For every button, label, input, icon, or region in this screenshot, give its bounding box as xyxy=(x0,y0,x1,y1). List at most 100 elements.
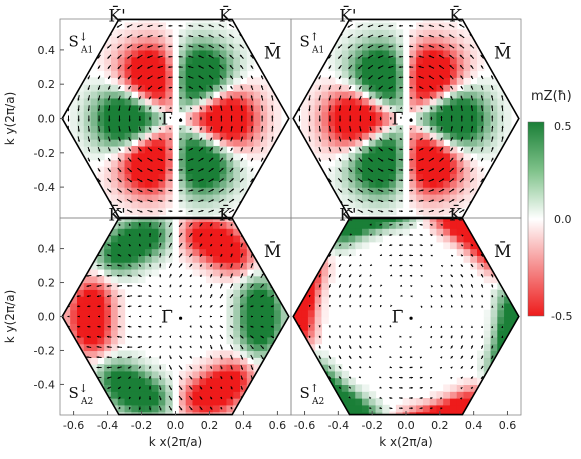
spin-arrow-head xyxy=(428,45,431,48)
heatmap-cell xyxy=(362,56,370,65)
heatmap-cell xyxy=(395,97,404,106)
spin-arrow-head xyxy=(271,157,274,160)
heatmap-cell xyxy=(138,91,146,99)
heatmap-cell xyxy=(219,84,228,92)
heatmap-cell xyxy=(212,152,221,161)
spin-arrow-head xyxy=(461,157,464,161)
heatmap-cell xyxy=(368,152,377,161)
heatmap-cell xyxy=(382,70,390,78)
heatmap-cell xyxy=(178,398,187,406)
spin-arrow-head xyxy=(180,222,183,225)
heatmap-cell xyxy=(83,97,92,106)
spin-arrow-head xyxy=(97,66,100,69)
spin-arrow-head xyxy=(169,346,172,349)
spin-arrow xyxy=(67,95,70,101)
spin-arrow-head xyxy=(260,105,264,108)
spin-arrow-head xyxy=(421,179,424,182)
heatmap-cell xyxy=(382,118,390,126)
spin-arrow-head xyxy=(370,190,374,192)
heatmap-cell xyxy=(246,296,255,304)
spin-arrow-head xyxy=(380,159,384,162)
heatmap-cell xyxy=(348,200,356,209)
spin-arrow-head xyxy=(350,210,353,213)
spin-arrow-head xyxy=(348,76,351,80)
spin-arrow xyxy=(270,198,275,204)
spin-arrow-head xyxy=(419,128,422,131)
heatmap-cell xyxy=(321,309,329,318)
spin-arrow-head xyxy=(271,168,274,171)
spin-arrow xyxy=(328,407,331,410)
heatmap-cell xyxy=(497,262,505,270)
spin-arrow-head xyxy=(450,75,453,78)
heatmap-cell xyxy=(301,330,309,338)
spin-arrow-head xyxy=(240,253,243,256)
heatmap-cell xyxy=(76,309,85,318)
heatmap-cell xyxy=(355,241,363,250)
heatmap-cell xyxy=(124,159,132,168)
spin-arrow-head xyxy=(107,386,110,389)
spin-arrow xyxy=(298,375,301,380)
spin-arrow xyxy=(239,209,245,214)
heatmap-cell xyxy=(97,111,105,120)
heatmap-cell xyxy=(429,139,438,147)
heatmap-cell xyxy=(110,384,119,392)
spin-arrow-head xyxy=(298,149,301,152)
heatmap-cell xyxy=(314,125,323,133)
heatmap-cell xyxy=(253,97,262,106)
heatmap-cell xyxy=(138,193,146,202)
spin-arrow-head xyxy=(128,97,131,100)
heatmap-cell xyxy=(178,77,187,85)
spin-arrow xyxy=(318,223,321,226)
heatmap-cell xyxy=(138,234,146,243)
spin-arrow-head xyxy=(328,386,331,389)
heatmap-cell xyxy=(240,159,248,168)
heatmap-cell xyxy=(253,384,262,392)
spin-arrow xyxy=(260,33,265,39)
spin-arrow-head xyxy=(491,198,494,202)
heatmap-cell xyxy=(510,357,519,365)
spin-arrow xyxy=(297,208,302,214)
spin-arrow-head xyxy=(220,244,222,247)
heatmap-cell xyxy=(456,152,465,161)
heatmap-cell xyxy=(233,275,241,284)
heatmap-cell xyxy=(110,56,119,65)
heatmap-cell xyxy=(233,118,241,126)
heatmap-cell xyxy=(348,111,356,120)
heatmap-cell xyxy=(422,43,431,51)
spin-arrow-head xyxy=(148,243,152,246)
spin-arrow-head xyxy=(137,284,140,287)
spin-arrow-head xyxy=(140,190,143,192)
heatmap-cell xyxy=(443,111,451,120)
spin-arrow xyxy=(260,188,265,193)
spin-arrow-head xyxy=(117,295,120,298)
heatmap-cell xyxy=(416,200,424,209)
spin-arrow-head xyxy=(159,285,162,288)
heatmap-cell xyxy=(240,132,248,140)
heatmap-cell xyxy=(246,49,255,58)
spin-arrow-head xyxy=(149,315,152,318)
spin-arrow-head xyxy=(491,65,494,68)
heatmap-cell xyxy=(185,104,194,113)
spin-arrow-head xyxy=(128,129,131,132)
heatmap-cell xyxy=(226,384,234,392)
heatmap-cell xyxy=(185,159,194,168)
heatmap-cell xyxy=(138,268,146,277)
heatmap-cell xyxy=(375,180,383,188)
heatmap-cell xyxy=(212,125,221,133)
heatmap-cell xyxy=(192,357,200,365)
spin-arrow-head xyxy=(261,157,264,160)
heatmap-cell xyxy=(138,97,146,106)
heatmap-cell xyxy=(456,111,465,120)
heatmap-cell xyxy=(192,262,200,270)
spin-arrow-head xyxy=(78,210,81,214)
spin-arrow xyxy=(317,188,322,193)
heatmap-cell xyxy=(510,248,519,256)
heatmap-cell xyxy=(199,152,207,161)
heatmap-cell xyxy=(280,316,289,324)
heatmap-cell xyxy=(382,152,390,161)
spin-arrow-head xyxy=(251,315,253,318)
heatmap-cell xyxy=(449,43,458,51)
spin-arrow-head xyxy=(491,55,494,58)
heatmap-cell xyxy=(226,364,234,372)
heatmap-cell xyxy=(497,91,505,99)
